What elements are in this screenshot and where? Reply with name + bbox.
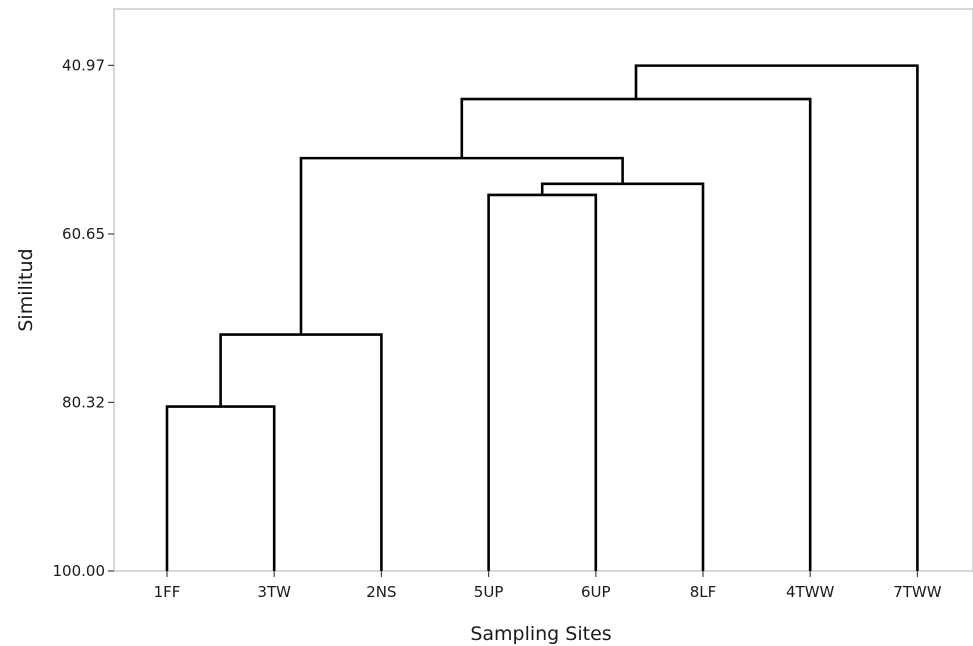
x-tick-label: 2NS <box>366 583 396 601</box>
dendrogram-link <box>634 64 919 571</box>
x-tick-label: 4TWW <box>786 583 835 601</box>
x-tick-label: 1FF <box>154 583 181 601</box>
y-tick-label: 100.00 <box>53 562 106 580</box>
x-tick-label: 7TWW <box>893 583 942 601</box>
plot-frame <box>113 8 973 572</box>
x-tick-label: 5UP <box>474 583 504 601</box>
x-axis-title: Sampling Sites <box>470 623 611 645</box>
y-tick-label: 60.65 <box>62 225 105 243</box>
dendrogram-link <box>219 333 383 571</box>
y-axis-title: Similitud <box>15 248 37 331</box>
dendrogram-link <box>487 193 598 571</box>
y-axis: 40.97 60.65 80.32 100.00 <box>53 56 114 580</box>
y-tick-label: 40.97 <box>62 56 105 74</box>
x-tick-label: 6UP <box>581 583 611 601</box>
dendrogram-links <box>165 64 919 571</box>
x-axis: 1FF 3TW 2NS 5UP 6UP 8LF 4TWW 7TWW <box>154 571 942 601</box>
x-tick-label: 3TW <box>257 583 291 601</box>
y-tick-label: 80.32 <box>62 393 105 411</box>
x-tick-label: 8LF <box>690 583 717 601</box>
